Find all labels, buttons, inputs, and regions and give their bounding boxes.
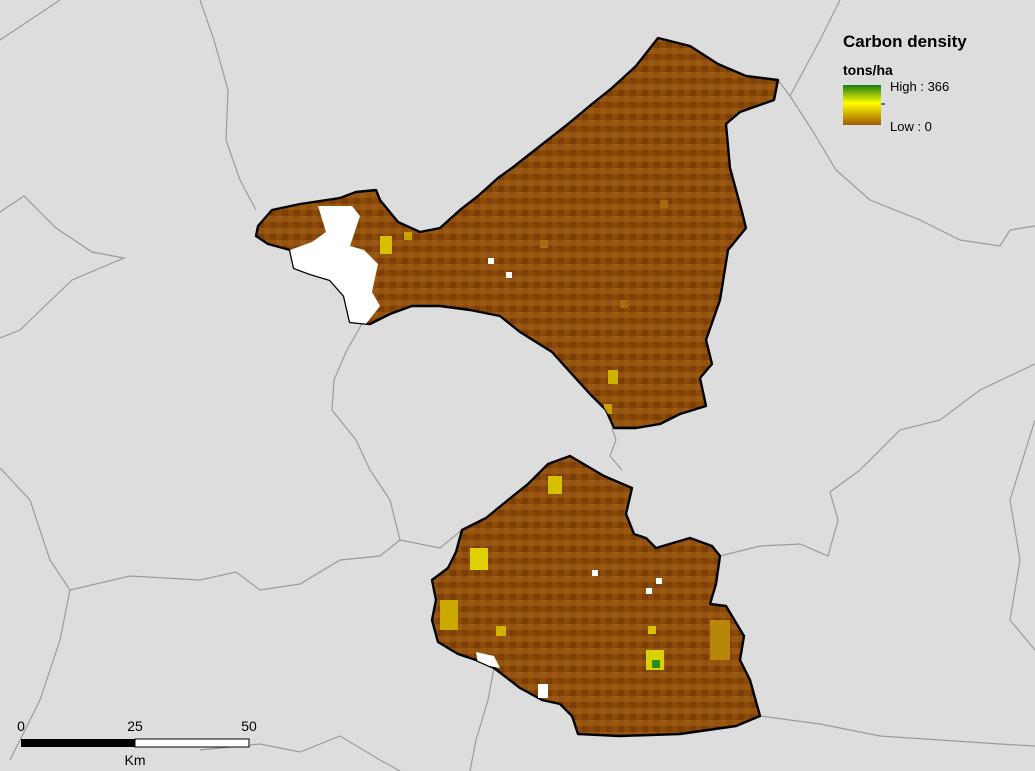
legend-title: Carbon density	[843, 32, 967, 51]
legend-color-ramp	[843, 85, 881, 125]
legend: Carbon density tons/ha High : 366 Low : …	[843, 32, 967, 134]
scale-bar: 0 25 50 Km	[17, 718, 257, 768]
scale-tick-0: 0	[17, 718, 25, 734]
legend-units: tons/ha	[843, 62, 893, 78]
scale-unit: Km	[125, 752, 146, 768]
north-region	[254, 36, 780, 430]
scale-tick-25: 25	[127, 718, 143, 734]
scale-segment-light	[134, 738, 250, 748]
legend-low-label: Low : 0	[890, 119, 932, 134]
scale-segment-dark	[21, 739, 135, 747]
scale-tick-50: 50	[241, 718, 257, 734]
north-no-data-area	[290, 206, 380, 324]
legend-high-label: High : 366	[890, 79, 949, 94]
